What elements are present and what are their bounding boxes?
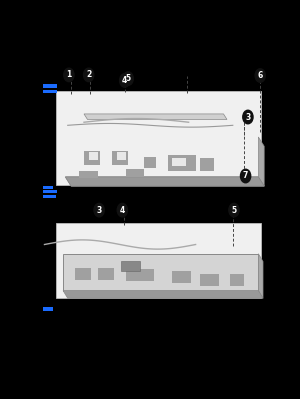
Text: 1: 1 [66,70,71,79]
Bar [43,90,57,93]
Text: 3: 3 [245,113,250,122]
Polygon shape [258,254,263,298]
Circle shape [64,68,74,82]
Polygon shape [65,177,264,186]
Text: 2: 2 [86,70,91,79]
Polygon shape [258,137,264,186]
Bar [200,274,219,286]
Bar [43,308,53,310]
Bar [126,269,154,281]
Circle shape [241,169,251,183]
Bar [43,190,57,193]
Bar [112,151,128,165]
Text: 4: 4 [122,76,127,85]
Circle shape [123,72,133,85]
Bar [145,157,156,168]
Bar [172,158,186,166]
Circle shape [255,69,266,82]
Bar [230,274,244,286]
Bar [56,91,261,185]
Bar [200,158,214,171]
Bar [172,271,191,283]
Circle shape [117,203,128,217]
Bar [43,186,53,189]
Circle shape [83,68,94,82]
Text: 3: 3 [97,205,102,215]
Bar [56,223,261,298]
Circle shape [243,110,253,124]
Polygon shape [63,290,263,298]
Bar [79,171,98,178]
Bar [121,261,140,271]
Text: 7: 7 [243,172,248,180]
Polygon shape [84,114,227,119]
Polygon shape [65,177,264,186]
Circle shape [120,74,130,87]
Bar [126,169,145,177]
Text: 5: 5 [231,205,236,215]
Bar [168,155,196,171]
Bar [43,195,56,198]
Bar [43,85,57,88]
Circle shape [229,203,239,217]
Text: 6: 6 [258,71,263,80]
Bar [75,268,91,280]
Bar [84,151,100,165]
Bar [117,152,126,160]
Polygon shape [63,254,258,290]
Text: 4: 4 [120,205,125,215]
Bar [89,152,98,160]
Text: 5: 5 [126,74,131,83]
Circle shape [94,203,104,217]
Bar [98,268,114,280]
